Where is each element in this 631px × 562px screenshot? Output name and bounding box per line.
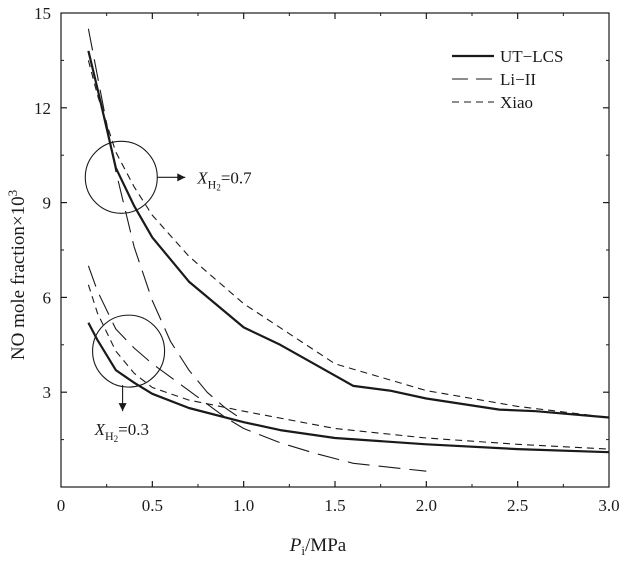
x-tick-label: 1.0 — [233, 496, 254, 515]
series-line-solid — [87, 50, 610, 419]
series-line-solid — [87, 322, 610, 454]
legend: UT−LCS Li−II Xiao — [452, 47, 563, 112]
y-tick-label: 15 — [34, 4, 51, 23]
annotation-label: XH2=0.3 — [94, 420, 149, 444]
x-axis-label: Pi/MPa — [289, 535, 347, 558]
axis-ticks: 0 0.5 1.0 1.5 2.0 2.5 3.0 3 6 9 12 15 — [34, 4, 620, 515]
x-tick-label: 2.0 — [416, 496, 437, 515]
annotation-label: XH2=0.7 — [196, 168, 252, 192]
x-tick-label: 0 — [57, 496, 66, 515]
x-tick-label: 0.5 — [142, 496, 163, 515]
x-tick-label: 3.0 — [598, 496, 619, 515]
y-tick-label: 9 — [43, 194, 52, 213]
annotation-arrowhead — [177, 173, 186, 182]
x-tick-label: 2.5 — [507, 496, 528, 515]
y-tick-label: 6 — [43, 288, 52, 307]
y-tick-label: 12 — [34, 99, 51, 118]
legend-label: UT−LCS — [500, 47, 563, 66]
y-tick-label: 3 — [43, 383, 52, 402]
y-axis-label: NO mole fraction×103 — [5, 190, 29, 360]
x-tick-label: 1.5 — [324, 496, 345, 515]
legend-label: Xiao — [500, 93, 533, 112]
series-line-shortdash — [87, 60, 610, 419]
series-line-shortdash — [87, 284, 610, 450]
annotations: XH2=0.7 XH2=0.3 — [84, 140, 252, 444]
annotation-circle — [92, 314, 166, 388]
series-lines — [87, 28, 610, 472]
legend-label: Li−II — [500, 70, 536, 89]
annotation-arrowhead — [118, 403, 127, 412]
